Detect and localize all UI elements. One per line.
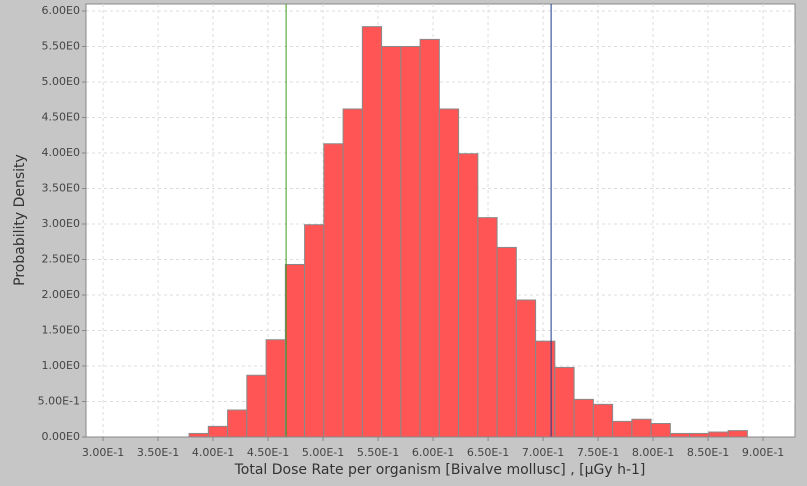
bar: [650, 423, 671, 438]
bar: [612, 420, 633, 438]
y-tick-label: 5.00E0: [42, 75, 80, 88]
bar: [496, 246, 517, 438]
x-tick-label: 4.50E-1: [247, 446, 289, 459]
bar: [689, 432, 710, 438]
y-tick-label: 0.00E0: [42, 430, 80, 443]
y-tick-label: 3.00E0: [42, 217, 80, 230]
y-tick-label: 5.00E-1: [38, 395, 80, 408]
y-axis-title: Probability Density: [12, 154, 28, 286]
x-tick-label: 6.00E-1: [412, 446, 454, 459]
y-tick-label: 1.00E0: [42, 359, 80, 372]
y-tick-label: 2.00E0: [42, 288, 80, 301]
bar: [304, 224, 325, 438]
bar: [246, 374, 267, 438]
bar: [323, 143, 344, 438]
x-tick-label: 7.00E-1: [522, 446, 564, 459]
x-tick-label: 7.50E-1: [577, 446, 619, 459]
bar: [265, 339, 286, 438]
x-tick-label: 3.50E-1: [137, 446, 179, 459]
bar: [458, 153, 479, 438]
bar: [188, 432, 209, 438]
bar: [361, 26, 383, 438]
y-tick-label: 4.00E0: [42, 146, 80, 159]
y-tick-label: 4.50E0: [42, 111, 80, 124]
bar: [573, 398, 594, 438]
x-tick-label: 5.50E-1: [357, 446, 399, 459]
bar: [477, 217, 498, 438]
y-tick-label: 2.50E0: [42, 253, 80, 266]
x-tick-label: 6.50E-1: [467, 446, 509, 459]
y-tick-label: 3.50E0: [42, 182, 80, 195]
bar: [227, 409, 248, 438]
bar: [631, 418, 652, 438]
bar: [535, 340, 556, 438]
bar: [727, 430, 748, 438]
bar: [438, 108, 460, 438]
bar: [515, 299, 537, 438]
x-axis-title: Total Dose Rate per organism [Bivalve mo…: [234, 462, 646, 478]
bar: [554, 366, 575, 438]
bar: [419, 38, 440, 438]
bar: [708, 431, 729, 438]
x-tick-label: 8.00E-1: [632, 446, 674, 459]
bar: [669, 432, 691, 438]
y-tick-label: 1.50E0: [42, 324, 80, 337]
bar: [342, 108, 363, 438]
bar: [381, 46, 402, 438]
x-tick-label: 5.00E-1: [302, 446, 344, 459]
bar: [207, 425, 229, 438]
bar: [592, 403, 614, 438]
y-tick-label: 5.50E0: [42, 40, 80, 53]
x-tick-label: 4.00E-1: [192, 446, 234, 459]
x-tick-label: 3.00E-1: [82, 446, 124, 459]
y-tick-label: 6.00E0: [42, 4, 80, 17]
bar: [284, 263, 306, 438]
bar: [400, 46, 421, 438]
x-tick-label: 9.00E-1: [742, 446, 784, 459]
x-tick-label: 8.50E-1: [687, 446, 729, 459]
